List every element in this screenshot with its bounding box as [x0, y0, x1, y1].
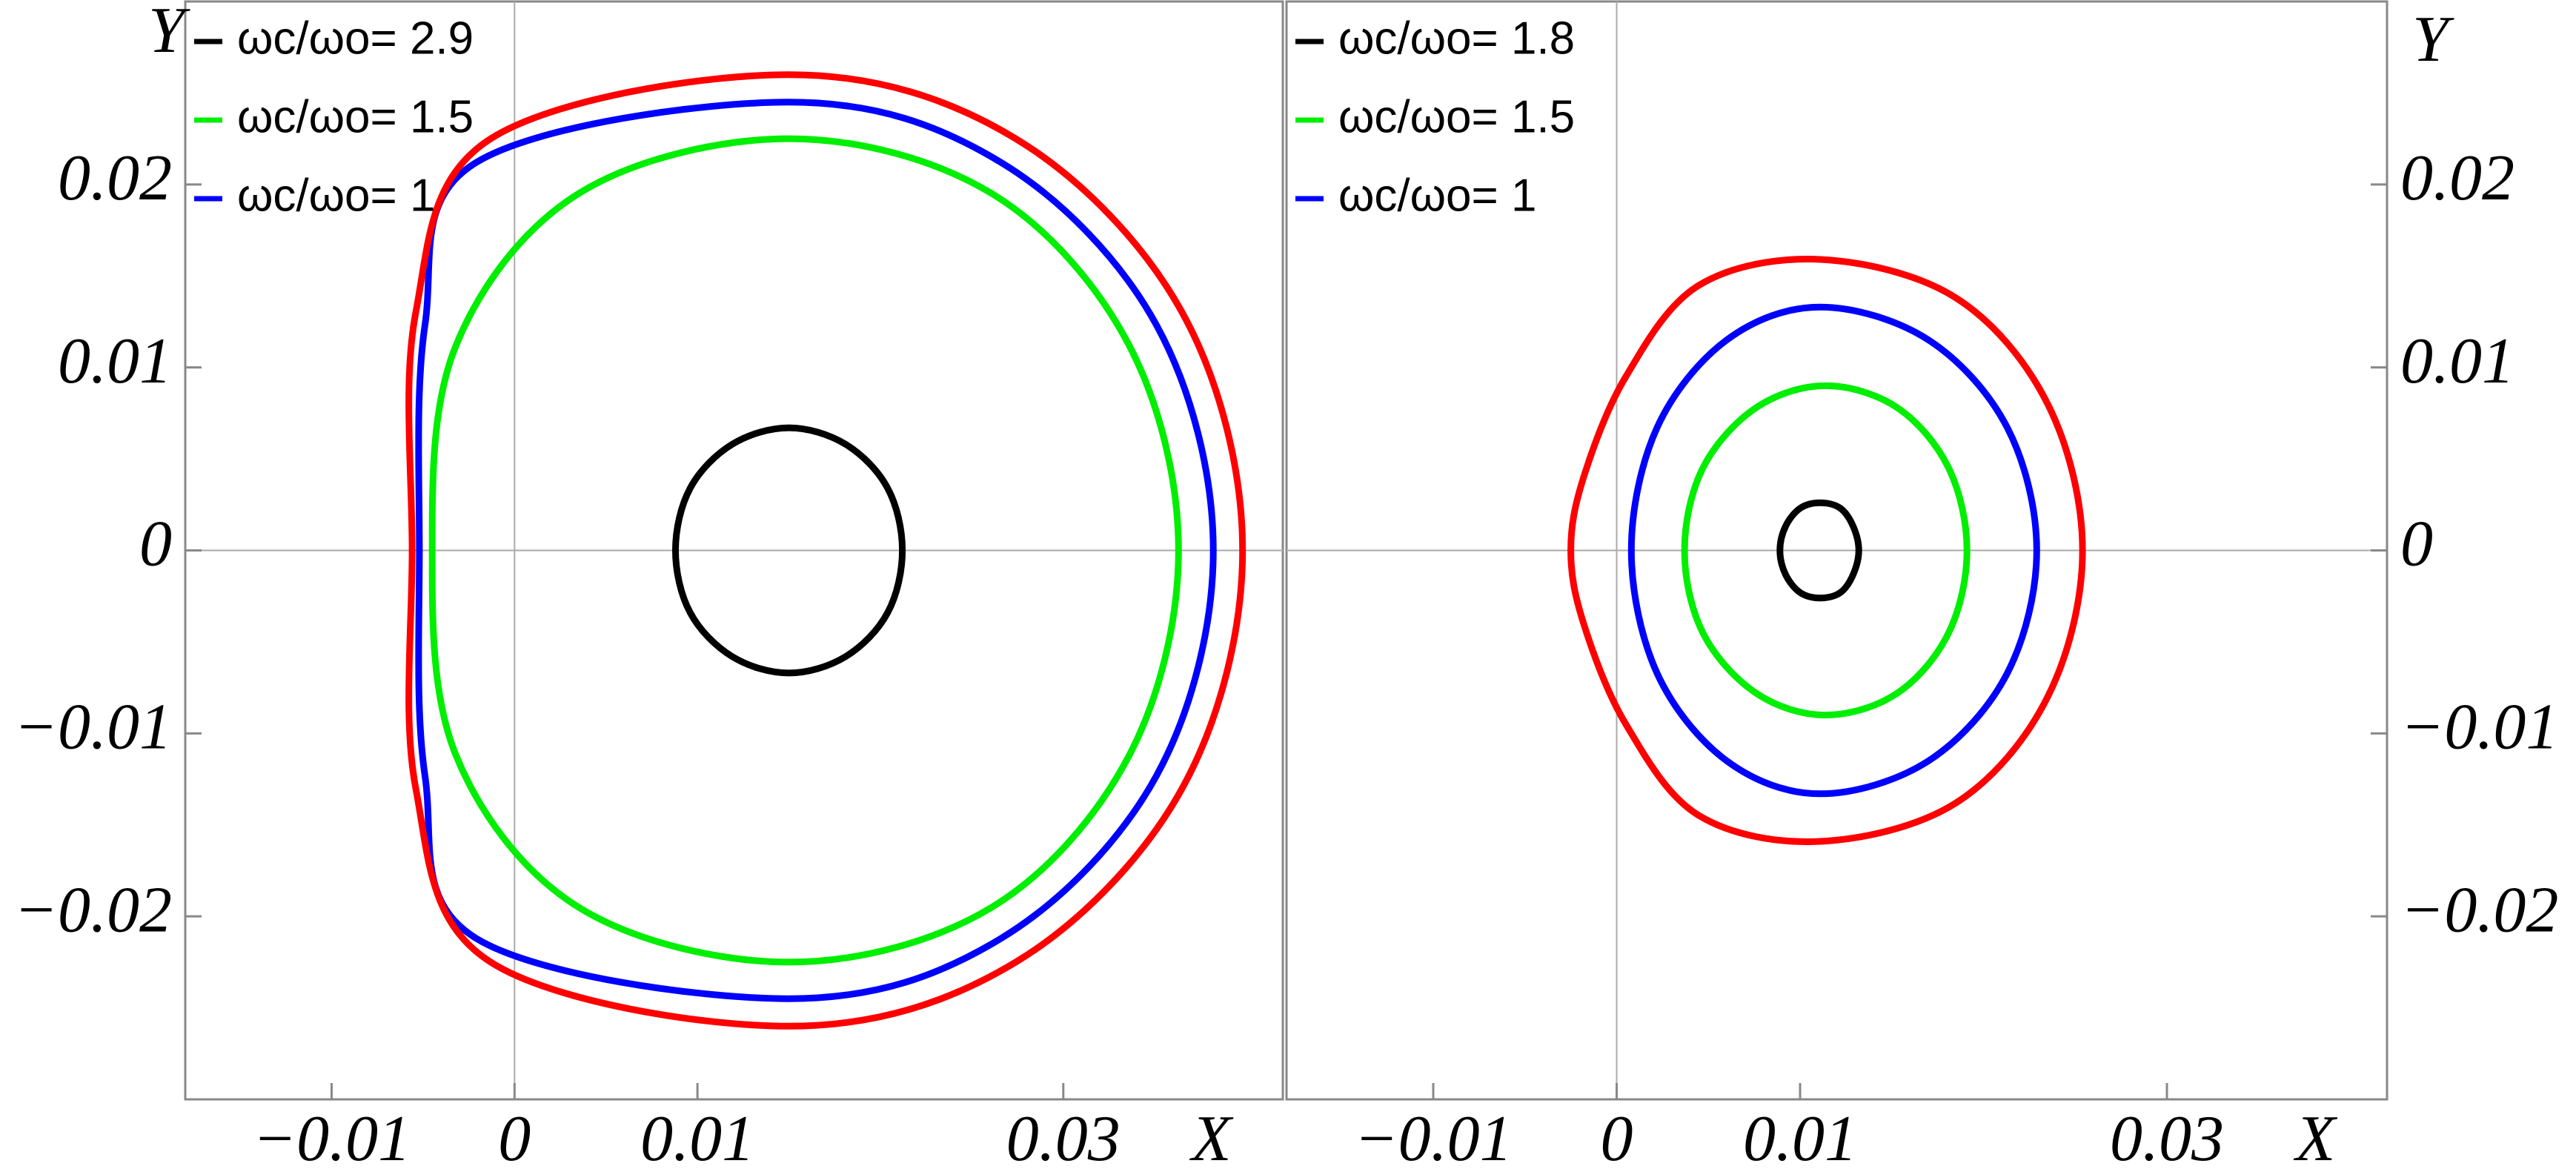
x-axis-label: X — [2294, 1103, 2338, 1172]
x-tick-label: 0.01 — [640, 1103, 754, 1172]
y-tick-label: −0.01 — [14, 692, 172, 764]
y-tick-label: −0.02 — [2400, 874, 2558, 946]
legend-label: ωc/ωo= 1 — [237, 170, 435, 221]
legend-label: ωc/ωo= 1 — [1338, 170, 1536, 221]
curve — [1567, 256, 2086, 845]
y-tick-label: 0 — [2400, 509, 2433, 580]
curve — [1776, 499, 1862, 602]
curve — [405, 71, 1246, 1030]
y-tick-label: 0 — [139, 509, 172, 580]
x-tick-label: 0 — [498, 1103, 531, 1172]
y-tick-label: 0.02 — [58, 142, 172, 214]
x-axis-label: X — [1189, 1103, 1234, 1172]
curve — [1627, 303, 2040, 798]
y-tick-label: −0.02 — [14, 874, 172, 946]
y-axis-label: Y — [148, 0, 190, 67]
legend-label: ωc/ωo= 1.8 — [1338, 13, 1575, 64]
legend-label: ωc/ωo= 2.9 — [237, 13, 474, 64]
x-tick-label: −0.01 — [1354, 1103, 1512, 1172]
curve — [415, 99, 1217, 1002]
curve — [671, 424, 906, 677]
y-tick-label: 0.01 — [2400, 325, 2514, 397]
x-tick-label: 0.03 — [2110, 1103, 2224, 1172]
curve — [428, 135, 1182, 966]
y-axis-label: Y — [2412, 4, 2454, 76]
legend-label: ωc/ωo= 1.5 — [237, 91, 474, 142]
curve — [1681, 382, 1971, 719]
x-tick-label: 0 — [1601, 1103, 1633, 1172]
x-tick-label: 0.01 — [1743, 1103, 1857, 1172]
x-tick-label: 0.03 — [1006, 1103, 1121, 1172]
legend-label: ωc/ωo= 1.5 — [1338, 91, 1575, 142]
x-tick-label: −0.01 — [253, 1103, 411, 1172]
y-tick-label: 0.02 — [2400, 142, 2514, 214]
y-tick-label: −0.01 — [2400, 692, 2558, 764]
y-tick-label: 0.01 — [58, 325, 172, 397]
